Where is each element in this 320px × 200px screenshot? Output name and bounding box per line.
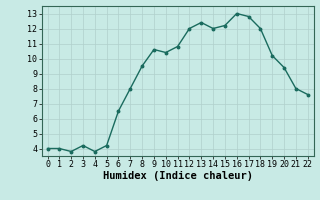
X-axis label: Humidex (Indice chaleur): Humidex (Indice chaleur) [103,171,252,181]
